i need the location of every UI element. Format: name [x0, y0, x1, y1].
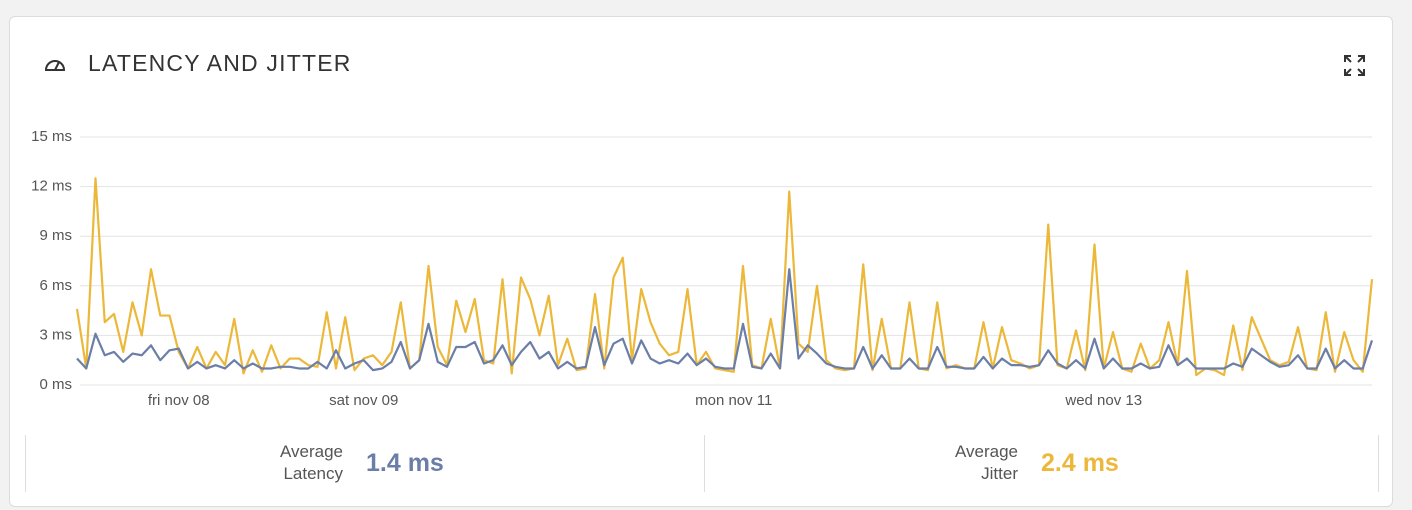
y-tick-label: 9 ms: [39, 227, 72, 244]
summary-value: 2.4 ms: [1041, 449, 1119, 477]
y-tick-label: 15 ms: [31, 128, 72, 145]
x-tick-label: fri nov 08: [148, 392, 210, 409]
summary-label: Average Jitter: [954, 442, 1018, 483]
dividers: [25, 435, 1379, 492]
y-tick-label: 0 ms: [39, 376, 72, 393]
series-line: [75, 177, 1374, 377]
chart-title: LATENCY AND JITTER: [88, 50, 352, 76]
x-tick-label: wed nov 13: [1064, 392, 1142, 409]
summary-label: Average Latency: [279, 442, 343, 483]
summary-value: 1.4 ms: [366, 449, 444, 477]
series-line: [76, 268, 1374, 372]
x-tick-label: sat nov 09: [329, 392, 398, 409]
gauge-icon: [44, 60, 66, 71]
y-tick-label: 6 ms: [39, 277, 72, 294]
y-tick-label: 12 ms: [31, 178, 72, 195]
x-tick-label: mon nov 11: [695, 392, 772, 409]
expand-button[interactable]: [1340, 52, 1368, 78]
card: [9, 16, 1393, 507]
y-tick-label: 3 ms: [39, 326, 72, 343]
